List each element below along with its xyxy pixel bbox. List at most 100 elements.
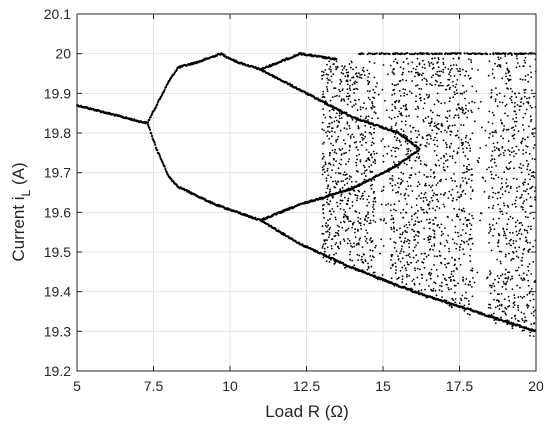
- chaotic-point: [337, 245, 339, 248]
- chaotic-point: [463, 253, 465, 256]
- chaotic-point: [434, 209, 437, 212]
- chaotic-point: [428, 218, 431, 221]
- chaotic-point: [511, 90, 514, 93]
- chaotic-point: [530, 273, 533, 275]
- chaotic-point: [390, 254, 393, 257]
- chaotic-point: [329, 115, 331, 118]
- chaotic-point: [324, 224, 327, 227]
- chaotic-point: [487, 74, 490, 77]
- saturation-point: [421, 53, 424, 56]
- chaotic-point: [464, 177, 467, 180]
- chaotic-point: [520, 221, 522, 224]
- chaotic-point: [509, 74, 511, 77]
- chaotic-point: [522, 202, 524, 205]
- chaotic-point: [406, 142, 409, 145]
- chaotic-point: [359, 222, 362, 225]
- chaotic-point: [423, 63, 426, 66]
- chaotic-point: [335, 139, 337, 142]
- chaotic-point: [374, 176, 377, 179]
- saturation-point: [423, 52, 425, 55]
- chaotic-point: [507, 78, 509, 80]
- chaotic-point: [414, 223, 417, 226]
- chaotic-point: [466, 225, 469, 228]
- chaotic-point: [321, 232, 324, 235]
- chaotic-point: [466, 240, 468, 243]
- chaotic-point: [340, 71, 343, 74]
- chaotic-point: [531, 185, 534, 188]
- chaotic-point: [357, 125, 360, 128]
- chaotic-point: [468, 169, 471, 171]
- chaotic-point: [470, 237, 473, 240]
- chaotic-point: [327, 130, 329, 133]
- chaotic-point: [533, 322, 535, 325]
- chaotic-point: [394, 107, 397, 110]
- chaotic-point: [410, 287, 412, 290]
- chaotic-point: [321, 70, 323, 73]
- chaotic-point: [399, 113, 402, 115]
- chaotic-point: [522, 183, 525, 186]
- chaotic-point: [340, 81, 343, 83]
- chaotic-point: [439, 243, 442, 246]
- chaotic-point: [359, 108, 362, 111]
- chaotic-point: [403, 240, 406, 242]
- chaotic-point: [321, 225, 324, 228]
- chaotic-point: [345, 151, 347, 154]
- chaotic-point: [393, 241, 396, 244]
- chaotic-point: [330, 70, 332, 73]
- chaotic-point: [433, 244, 436, 247]
- chaotic-point: [514, 125, 517, 127]
- chaotic-point: [365, 179, 368, 182]
- chaotic-point: [491, 68, 494, 71]
- chaotic-point: [434, 79, 437, 82]
- chaotic-point: [329, 79, 331, 81]
- chaotic-point: [496, 299, 499, 301]
- chaotic-point: [401, 114, 403, 117]
- chaotic-point: [373, 256, 375, 259]
- chaotic-point: [414, 159, 417, 162]
- chaotic-point: [444, 257, 446, 260]
- chaotic-point: [337, 229, 340, 232]
- chaotic-point: [515, 113, 517, 116]
- chaotic-point: [359, 76, 361, 79]
- saturation-point: [520, 52, 523, 55]
- chaotic-point: [414, 141, 417, 144]
- chaotic-point: [373, 106, 376, 108]
- chaotic-point: [361, 69, 364, 72]
- chaotic-point: [444, 227, 446, 230]
- chaotic-point: [488, 136, 490, 139]
- chaotic-point: [400, 212, 402, 214]
- chaotic-point: [440, 124, 443, 127]
- chaotic-point: [326, 77, 329, 80]
- chaotic-point: [365, 149, 368, 151]
- chaotic-point: [510, 185, 512, 188]
- chaotic-point: [487, 197, 490, 200]
- chaotic-point: [408, 239, 411, 242]
- chaotic-point: [385, 109, 388, 112]
- chaotic-point: [390, 125, 393, 128]
- chaotic-point: [336, 119, 338, 122]
- chaotic-point: [357, 259, 359, 262]
- chaotic-point: [321, 166, 324, 169]
- chaotic-point: [457, 116, 460, 119]
- chaotic-point: [421, 277, 423, 280]
- chaotic-point: [449, 86, 451, 89]
- chaotic-point: [371, 170, 374, 173]
- chaotic-point: [411, 228, 413, 231]
- chaotic-point: [451, 238, 454, 241]
- chaotic-point: [331, 96, 334, 99]
- chaotic-point: [366, 232, 369, 234]
- chaotic-point: [380, 219, 382, 221]
- chaotic-point: [360, 73, 363, 76]
- chaotic-point: [351, 246, 354, 249]
- chaotic-point: [470, 61, 473, 64]
- saturation-point: [510, 52, 513, 55]
- chaotic-point: [504, 253, 507, 256]
- branch-point-period-2-lower: [156, 149, 159, 152]
- chaotic-point: [369, 222, 372, 225]
- chaotic-point: [510, 317, 513, 319]
- chaotic-point: [339, 241, 342, 243]
- chaotic-point: [415, 204, 418, 207]
- chaotic-point: [392, 60, 395, 63]
- chaotic-point: [522, 277, 525, 280]
